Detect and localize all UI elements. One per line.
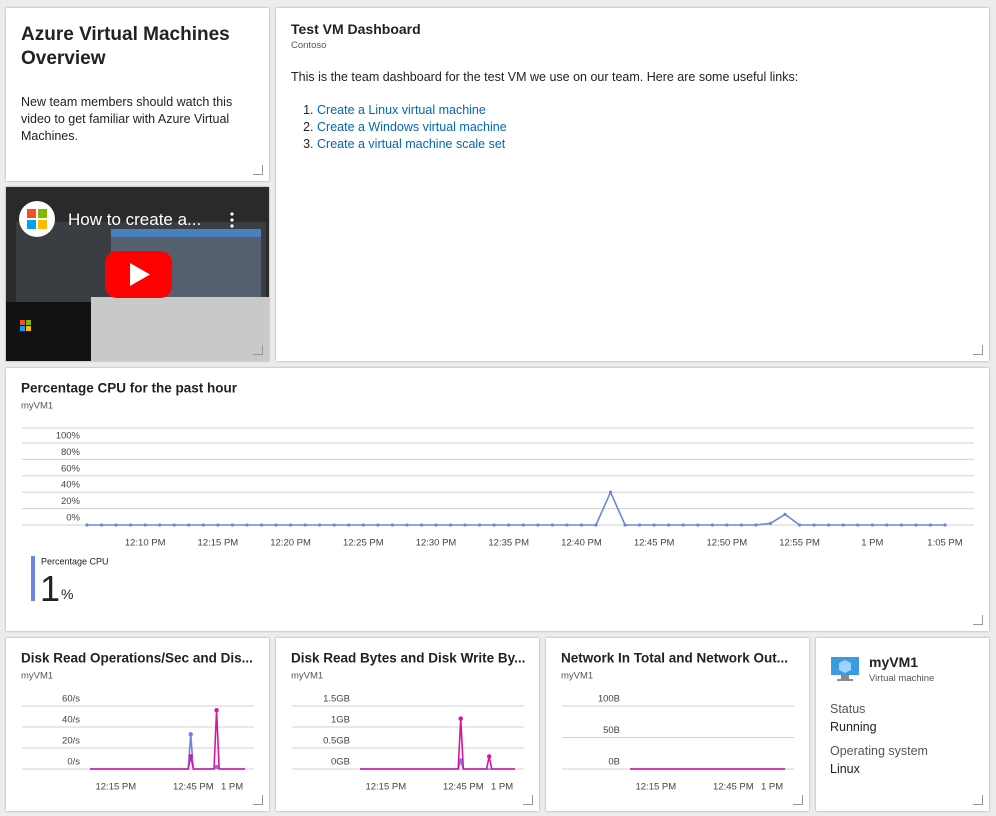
link-list: Create a Linux virtual machine Create a … — [291, 102, 507, 153]
vm-name: myVM1 — [869, 654, 919, 670]
field-label: Status — [830, 702, 866, 716]
cube — [839, 660, 851, 673]
brand-square — [20, 320, 25, 325]
vm-tile[interactable]: myVM1 Virtual machine Status Running Ope… — [816, 638, 989, 811]
link-item: Create a Linux virtual machine — [317, 102, 507, 119]
monitor-base — [837, 679, 853, 681]
markdown-text: This is the team dashboard for the test … — [291, 70, 799, 84]
video-tile[interactable]: How to create a... — [6, 187, 269, 361]
link[interactable]: Create a Windows virtual machine — [317, 120, 507, 134]
menu-dot — [230, 218, 234, 222]
video-thumbnail: How to create a... — [6, 187, 269, 361]
logo-square — [27, 220, 36, 229]
markdown-tile: Test VM Dashboard Contoso This is the te… — [276, 8, 989, 361]
link-item: Create a Windows virtual machine — [317, 119, 507, 136]
brand-square — [26, 326, 31, 331]
intro-title: Azure Virtual Machines Overview — [21, 24, 230, 69]
video-brand-box — [6, 302, 91, 361]
field-value: Linux — [830, 762, 860, 776]
markdown-title: Test VM Dashboard — [291, 21, 421, 37]
channel-logo — [19, 201, 55, 237]
logo-square — [38, 209, 47, 218]
menu-dot — [230, 212, 234, 216]
vm-type: Virtual machine — [869, 673, 935, 684]
intro-tile: Azure Virtual Machines Overview New team… — [6, 8, 269, 181]
logo-square — [38, 220, 47, 229]
field-label: Operating system — [830, 744, 928, 758]
logo-square — [27, 209, 36, 218]
menu-dot — [230, 224, 234, 228]
cpu-chart-tile — [6, 368, 989, 631]
monitor-stand — [841, 675, 849, 679]
brand-square — [26, 320, 31, 325]
intro-text: New team members should watch this video… — [21, 95, 233, 143]
disk-bytes-tile — [276, 638, 539, 811]
play-icon — [130, 263, 150, 286]
link[interactable]: Create a Linux virtual machine — [317, 103, 486, 117]
link-item: Create a virtual machine scale set — [317, 136, 507, 153]
network-tile — [546, 638, 809, 811]
video-floor — [91, 297, 269, 361]
field-value: Running — [830, 720, 877, 734]
brand-square — [20, 326, 25, 331]
markdown-subtitle: Contoso — [291, 40, 327, 51]
disk-ops-tile — [6, 638, 269, 811]
video-screen-bar — [111, 229, 261, 237]
vm-icon — [831, 657, 859, 681]
video-title: How to create a... — [68, 210, 201, 229]
link[interactable]: Create a virtual machine scale set — [317, 137, 506, 151]
